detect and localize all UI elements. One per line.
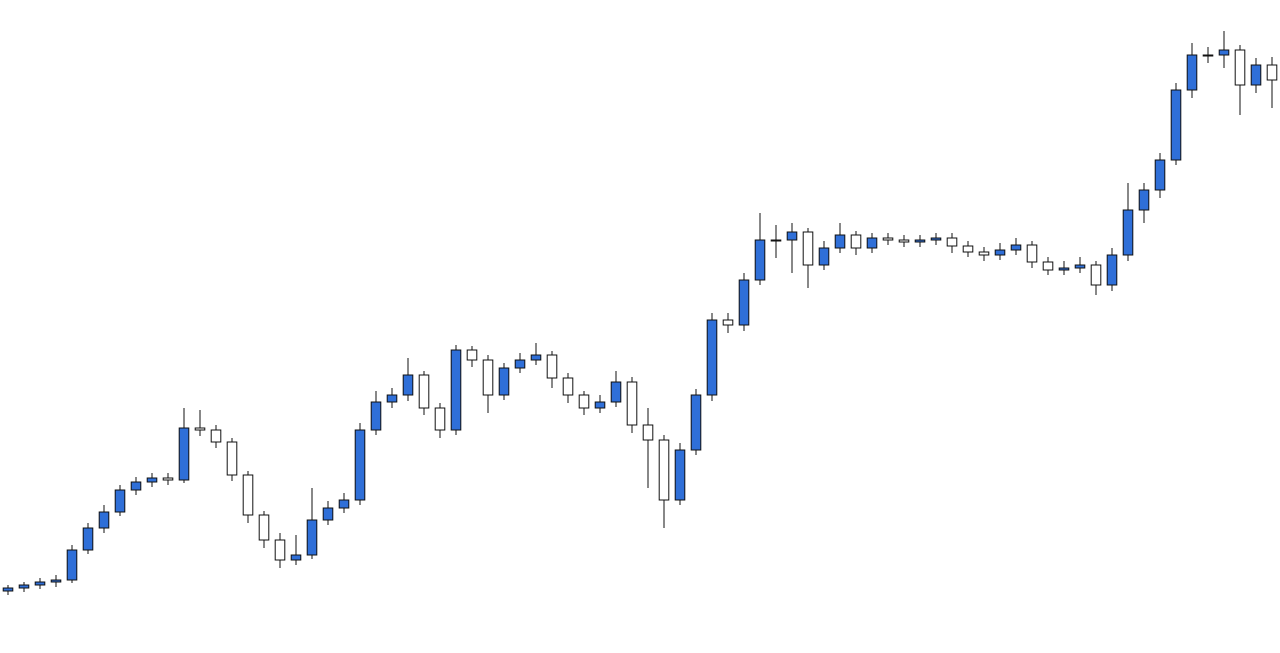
candle-body [50,579,62,583]
candle-body [1074,264,1086,269]
candle-body [290,554,302,561]
candle-body [674,449,686,501]
candle-body [1106,254,1118,286]
candle-body [722,319,734,326]
candle-body [1186,54,1198,91]
candle-body [306,519,318,556]
candle-body [770,239,782,242]
candle-body [258,514,270,541]
candle-body [898,239,910,243]
candle-body [1234,49,1246,86]
candle-body [354,429,366,501]
candle-body [962,245,974,253]
candle-body [578,394,590,409]
candle-body [978,251,990,256]
candle-body [18,584,30,589]
candle-body [530,354,542,361]
candle-body [850,234,862,249]
candle-body [162,477,174,481]
candle-body [386,394,398,403]
candle-body [642,424,654,441]
candle-body [1010,244,1022,251]
candle-body [882,237,894,241]
candle-body [594,401,606,409]
candle-body [434,407,446,431]
candle-body [2,587,14,592]
candle-body [418,374,430,409]
candle-body [498,367,510,396]
candle-body [946,237,958,247]
candle-body [98,511,110,529]
candle-body [242,474,254,516]
candle-body [818,247,830,266]
candle-body [146,477,158,483]
candle-body [194,427,206,431]
candle-body [866,237,878,249]
candle-body [930,237,942,241]
candle-body [402,374,414,396]
candle-body [34,581,46,586]
candle-body [114,489,126,513]
candle-body [178,427,190,481]
candle-body [786,231,798,241]
candle-body [802,231,814,266]
candle-body [626,381,638,426]
candle-body [1090,264,1102,286]
candle-body [482,359,494,396]
candle-body [1122,209,1134,256]
candle-body [466,349,478,361]
candle-body [690,394,702,451]
candle-body [450,349,462,431]
candle-body [1218,49,1230,56]
candle-body [1202,54,1214,57]
candle-body [322,507,334,521]
candle-body [1154,159,1166,191]
candle-body [1026,244,1038,263]
candle-body [562,377,574,396]
candle-body [1250,64,1262,86]
candle-body [610,381,622,403]
candle-body [66,549,78,581]
candle-body [706,319,718,396]
candle-body [994,249,1006,256]
candle-body [754,239,766,281]
candle-body [1042,261,1054,271]
candle-body [1138,189,1150,211]
candle-body [1266,64,1278,81]
candle-body [82,527,94,551]
candle-body [546,354,558,379]
candle-body [130,481,142,491]
candle-body [658,439,670,501]
candle-body [738,279,750,326]
candle-body [514,359,526,369]
candle-body [1058,267,1070,271]
candle-body [834,234,846,249]
candle-body [226,441,238,476]
candle-body [370,401,382,431]
candle-body [210,429,222,443]
candle-body [274,539,286,561]
candle-body [338,499,350,509]
candle-body [914,239,926,243]
candle-body [1170,89,1182,161]
